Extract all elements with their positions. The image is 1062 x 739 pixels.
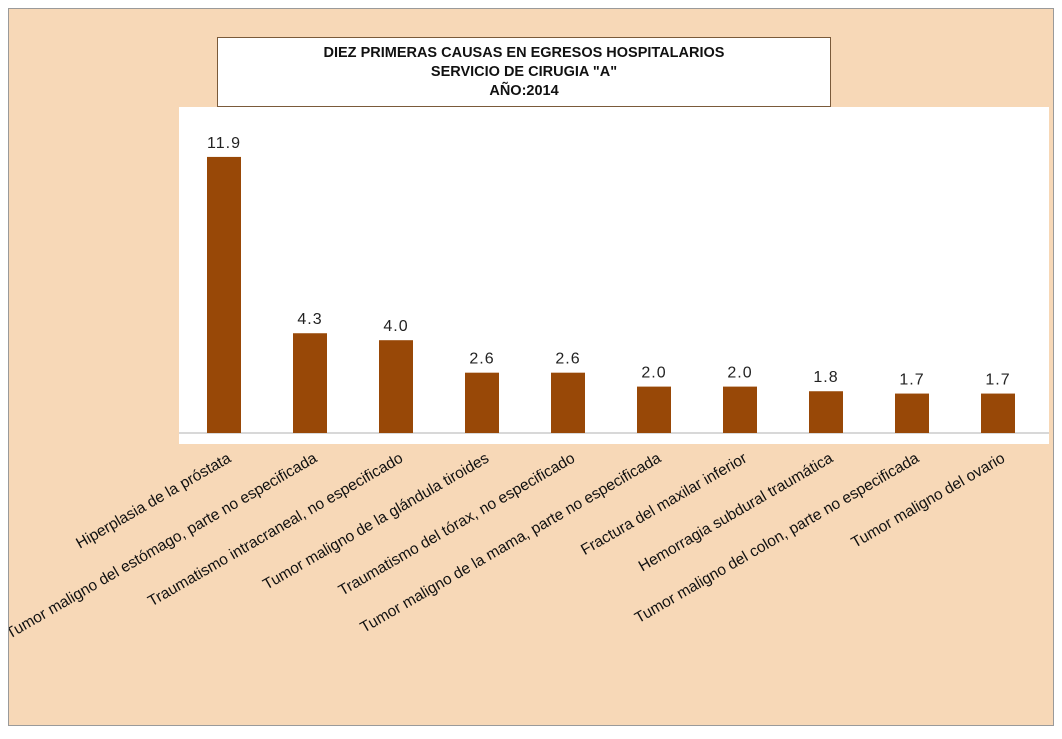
bar-6 <box>637 386 671 433</box>
chart-area: DIEZ PRIMERAS CAUSAS EN EGRESOS HOSPITAL… <box>8 8 1054 726</box>
bar-8 <box>809 391 843 433</box>
chart-title-line-2: SERVICIO DE CIRUGIA "A" <box>430 63 618 80</box>
bar-1 <box>207 156 241 434</box>
bar-9 <box>895 393 929 433</box>
bar-2 <box>293 333 327 433</box>
category-label-2: Tumor maligno del estómago, parte no esp… <box>9 450 320 643</box>
data-label-2: 4.3 <box>297 311 322 328</box>
bar-10 <box>981 393 1015 433</box>
data-label-4: 2.6 <box>469 351 494 368</box>
data-label-8: 1.8 <box>813 369 838 386</box>
bars-group <box>207 156 1015 434</box>
category-label-10: Tumor maligno del ovario <box>849 450 1008 552</box>
data-label-5: 2.6 <box>555 351 580 368</box>
data-label-9: 1.7 <box>899 372 924 389</box>
chart-title: DIEZ PRIMERAS CAUSAS EN EGRESOS HOSPITAL… <box>217 37 831 107</box>
value-labels-group: 11.9 4.3 4.0 2.6 2.6 2.0 2.0 1.8 1.7 1.7 <box>207 135 1010 389</box>
chart-title-line-1: DIEZ PRIMERAS CAUSAS EN EGRESOS HOSPITAL… <box>323 44 725 61</box>
chart-title-line-3: AÑO:2014 <box>489 82 559 99</box>
category-label-6: Tumor maligno de la mama, parte no espec… <box>358 450 665 637</box>
bar-7 <box>723 386 757 433</box>
data-label-10: 1.7 <box>985 372 1010 389</box>
bar-3 <box>379 340 413 433</box>
bar-5 <box>551 372 585 433</box>
data-label-6: 2.0 <box>641 365 666 382</box>
data-label-1: 11.9 <box>207 135 241 152</box>
category-label-1: Hiperplasia de la próstata <box>73 450 234 553</box>
data-label-3: 4.0 <box>383 318 408 335</box>
data-label-7: 2.0 <box>727 365 752 382</box>
category-label-7: Fractura del maxilar inferior <box>578 450 750 559</box>
bar-chart: 11.9 4.3 4.0 2.6 2.6 2.0 2.0 1.8 1.7 1.7 Hiperpla… <box>9 107 1049 643</box>
bar-4 <box>465 372 499 433</box>
